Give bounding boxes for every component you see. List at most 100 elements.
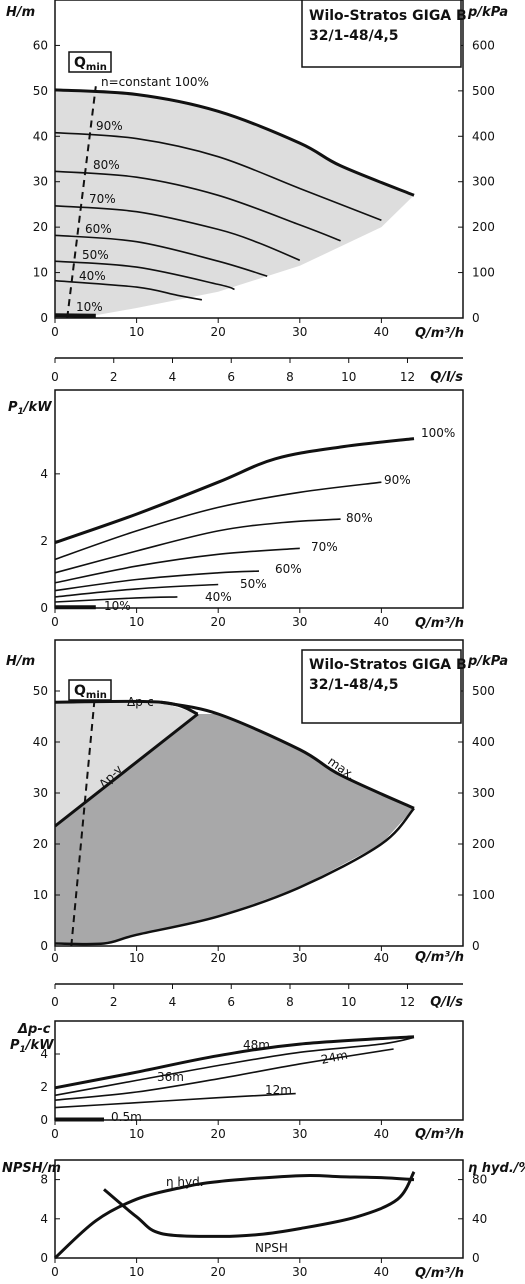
control-x-axis-label: Q/m³/h: [415, 950, 464, 965]
dp-c-label: Δp-c: [127, 695, 154, 709]
head-x-tick-label-40: 40: [374, 325, 389, 339]
head-yr-tick-label-200: 200: [472, 220, 495, 234]
head-y-tick-label-60: 60: [33, 38, 48, 52]
curve-label-60: 60%: [85, 222, 112, 236]
head-yr-tick-label-600: 600: [472, 38, 495, 52]
head-power-label-0-5m: 0.5m: [111, 1110, 142, 1124]
pump-title-line-1: Wilo-Stratos GIGA B: [309, 8, 467, 24]
eff-y-tick-label-40: 40: [472, 1212, 487, 1226]
curve-label-80: 80%: [93, 158, 120, 172]
control-y-tick-label-40: 40: [33, 735, 48, 749]
control-y-axis-label: H/m: [6, 654, 35, 669]
head-x-tick-label-30: 30: [292, 325, 307, 339]
control-y-right-axis-label: p/kPa: [467, 654, 508, 669]
flow-ls-axis-label-1: Q/l/s: [430, 370, 463, 385]
head-y-tick-label-20: 20: [33, 220, 48, 234]
curve-label-100: n=constant 100%: [101, 75, 209, 89]
control-y-tick-label-50: 50: [33, 684, 48, 698]
flow1-tick-label-4: 4: [169, 370, 177, 384]
flow1-tick-label-0: 0: [51, 370, 59, 384]
power-label-70: 70%: [311, 540, 338, 554]
head-y-right-axis-label: p/kPa: [467, 5, 508, 20]
npsh-eff-curve-2: [104, 1172, 414, 1237]
head-yr-tick-label-100: 100: [472, 266, 495, 280]
head-y-tick-label-10: 10: [33, 266, 48, 280]
head-power-x-tick-label-30: 30: [292, 1127, 307, 1141]
head-power-label-36m: 36m: [157, 1070, 184, 1084]
curve-label-50: 50%: [82, 248, 109, 262]
flow2-tick-label-4: 4: [169, 995, 177, 1009]
control-x-tick-label-30: 30: [292, 951, 307, 965]
power-x-tick-label-0: 0: [51, 615, 59, 629]
head-yr-tick-label-0: 0: [472, 311, 480, 325]
control-yr-tick-label-400: 400: [472, 735, 495, 749]
flow-ls-axis-label-2: Q/l/s: [430, 995, 463, 1010]
eff-y-tick-label-0: 0: [472, 1251, 480, 1265]
head-power-label-24m: 24m: [320, 1048, 349, 1067]
flow2-tick-label-0: 0: [51, 995, 59, 1009]
power-label-80: 80%: [346, 511, 373, 525]
flow1-tick-label-10: 10: [341, 370, 356, 384]
head-power-x-tick-label-40: 40: [374, 1127, 389, 1141]
head-yr-tick-label-400: 400: [472, 129, 495, 143]
curve-label-10: 10%: [76, 300, 103, 314]
power-y-tick-label-4: 4: [40, 467, 48, 481]
control-yr-tick-label-100: 100: [472, 888, 495, 902]
head-y-axis-label: H/m: [6, 5, 35, 20]
efficiency-y-axis-label: η hyd./%: [468, 1161, 525, 1176]
power-label-100: 100%: [421, 426, 455, 440]
control-yr-tick-label-300: 300: [472, 786, 495, 800]
power-curve-1: [55, 439, 414, 543]
flow1-tick-label-8: 8: [286, 370, 294, 384]
head-power-label-48m: 48m: [243, 1038, 270, 1052]
pump-title-line-2: 32/1-48/4,5: [309, 28, 399, 44]
curve-label-40: 40%: [79, 269, 106, 283]
npsh-y-axis-label: NPSH/m: [2, 1161, 61, 1176]
head-power-label-12m: 12m: [265, 1083, 292, 1097]
power-x-tick-label-10: 10: [129, 615, 144, 629]
efficiency-curve-label: η hyd.: [166, 1175, 204, 1189]
power-x-tick-label-40: 40: [374, 615, 389, 629]
flow2-tick-label-2: 2: [110, 995, 118, 1009]
control-yr-tick-label-200: 200: [472, 837, 495, 851]
power-label-40: 40%: [205, 590, 232, 604]
head-power-curves: [55, 1037, 414, 1120]
control-x-tick-label-20: 20: [211, 951, 226, 965]
npsh-y-tick-label-0: 0: [40, 1251, 48, 1265]
flow2-tick-label-6: 6: [227, 995, 235, 1009]
control-y-tick-label-10: 10: [33, 888, 48, 902]
head-y-tick-label-50: 50: [33, 84, 48, 98]
npsh-x-tick-label-20: 20: [211, 1265, 226, 1279]
flow2-tick-label-12: 12: [400, 995, 415, 1009]
flow2-tick-label-8: 8: [286, 995, 294, 1009]
head-power-y-ticks: 024: [40, 1047, 60, 1127]
pump-title-2-line-2: 32/1-48/4,5: [309, 677, 399, 693]
power-y-ticks: 024: [40, 467, 60, 615]
pump-title-2-line-1: Wilo-Stratos GIGA B: [309, 657, 467, 673]
head-x-tick-label-0: 0: [51, 325, 59, 339]
head-power-curve-2: [55, 1038, 414, 1096]
control-x-tick-label-10: 10: [129, 951, 144, 965]
npsh-x-tick-label-30: 30: [292, 1265, 307, 1279]
power-label-50: 50%: [240, 577, 267, 591]
power-x-axis-label: Q/m³/h: [415, 616, 464, 631]
curve-label-90: 90%: [96, 119, 123, 133]
head-power-x-tick-label-10: 10: [129, 1127, 144, 1141]
head-x-tick-label-10: 10: [129, 325, 144, 339]
npsh-x-tick-label-10: 10: [129, 1265, 144, 1279]
head-power-x-axis-label: Q/m³/h: [415, 1127, 464, 1142]
power-x-tick-label-30: 30: [292, 615, 307, 629]
head-x-tick-label-20: 20: [211, 325, 226, 339]
control-y-tick-label-0: 0: [40, 939, 48, 953]
control-x-tick-label-0: 0: [51, 951, 59, 965]
npsh-x-axis-label: Q/m³/h: [415, 1266, 464, 1280]
